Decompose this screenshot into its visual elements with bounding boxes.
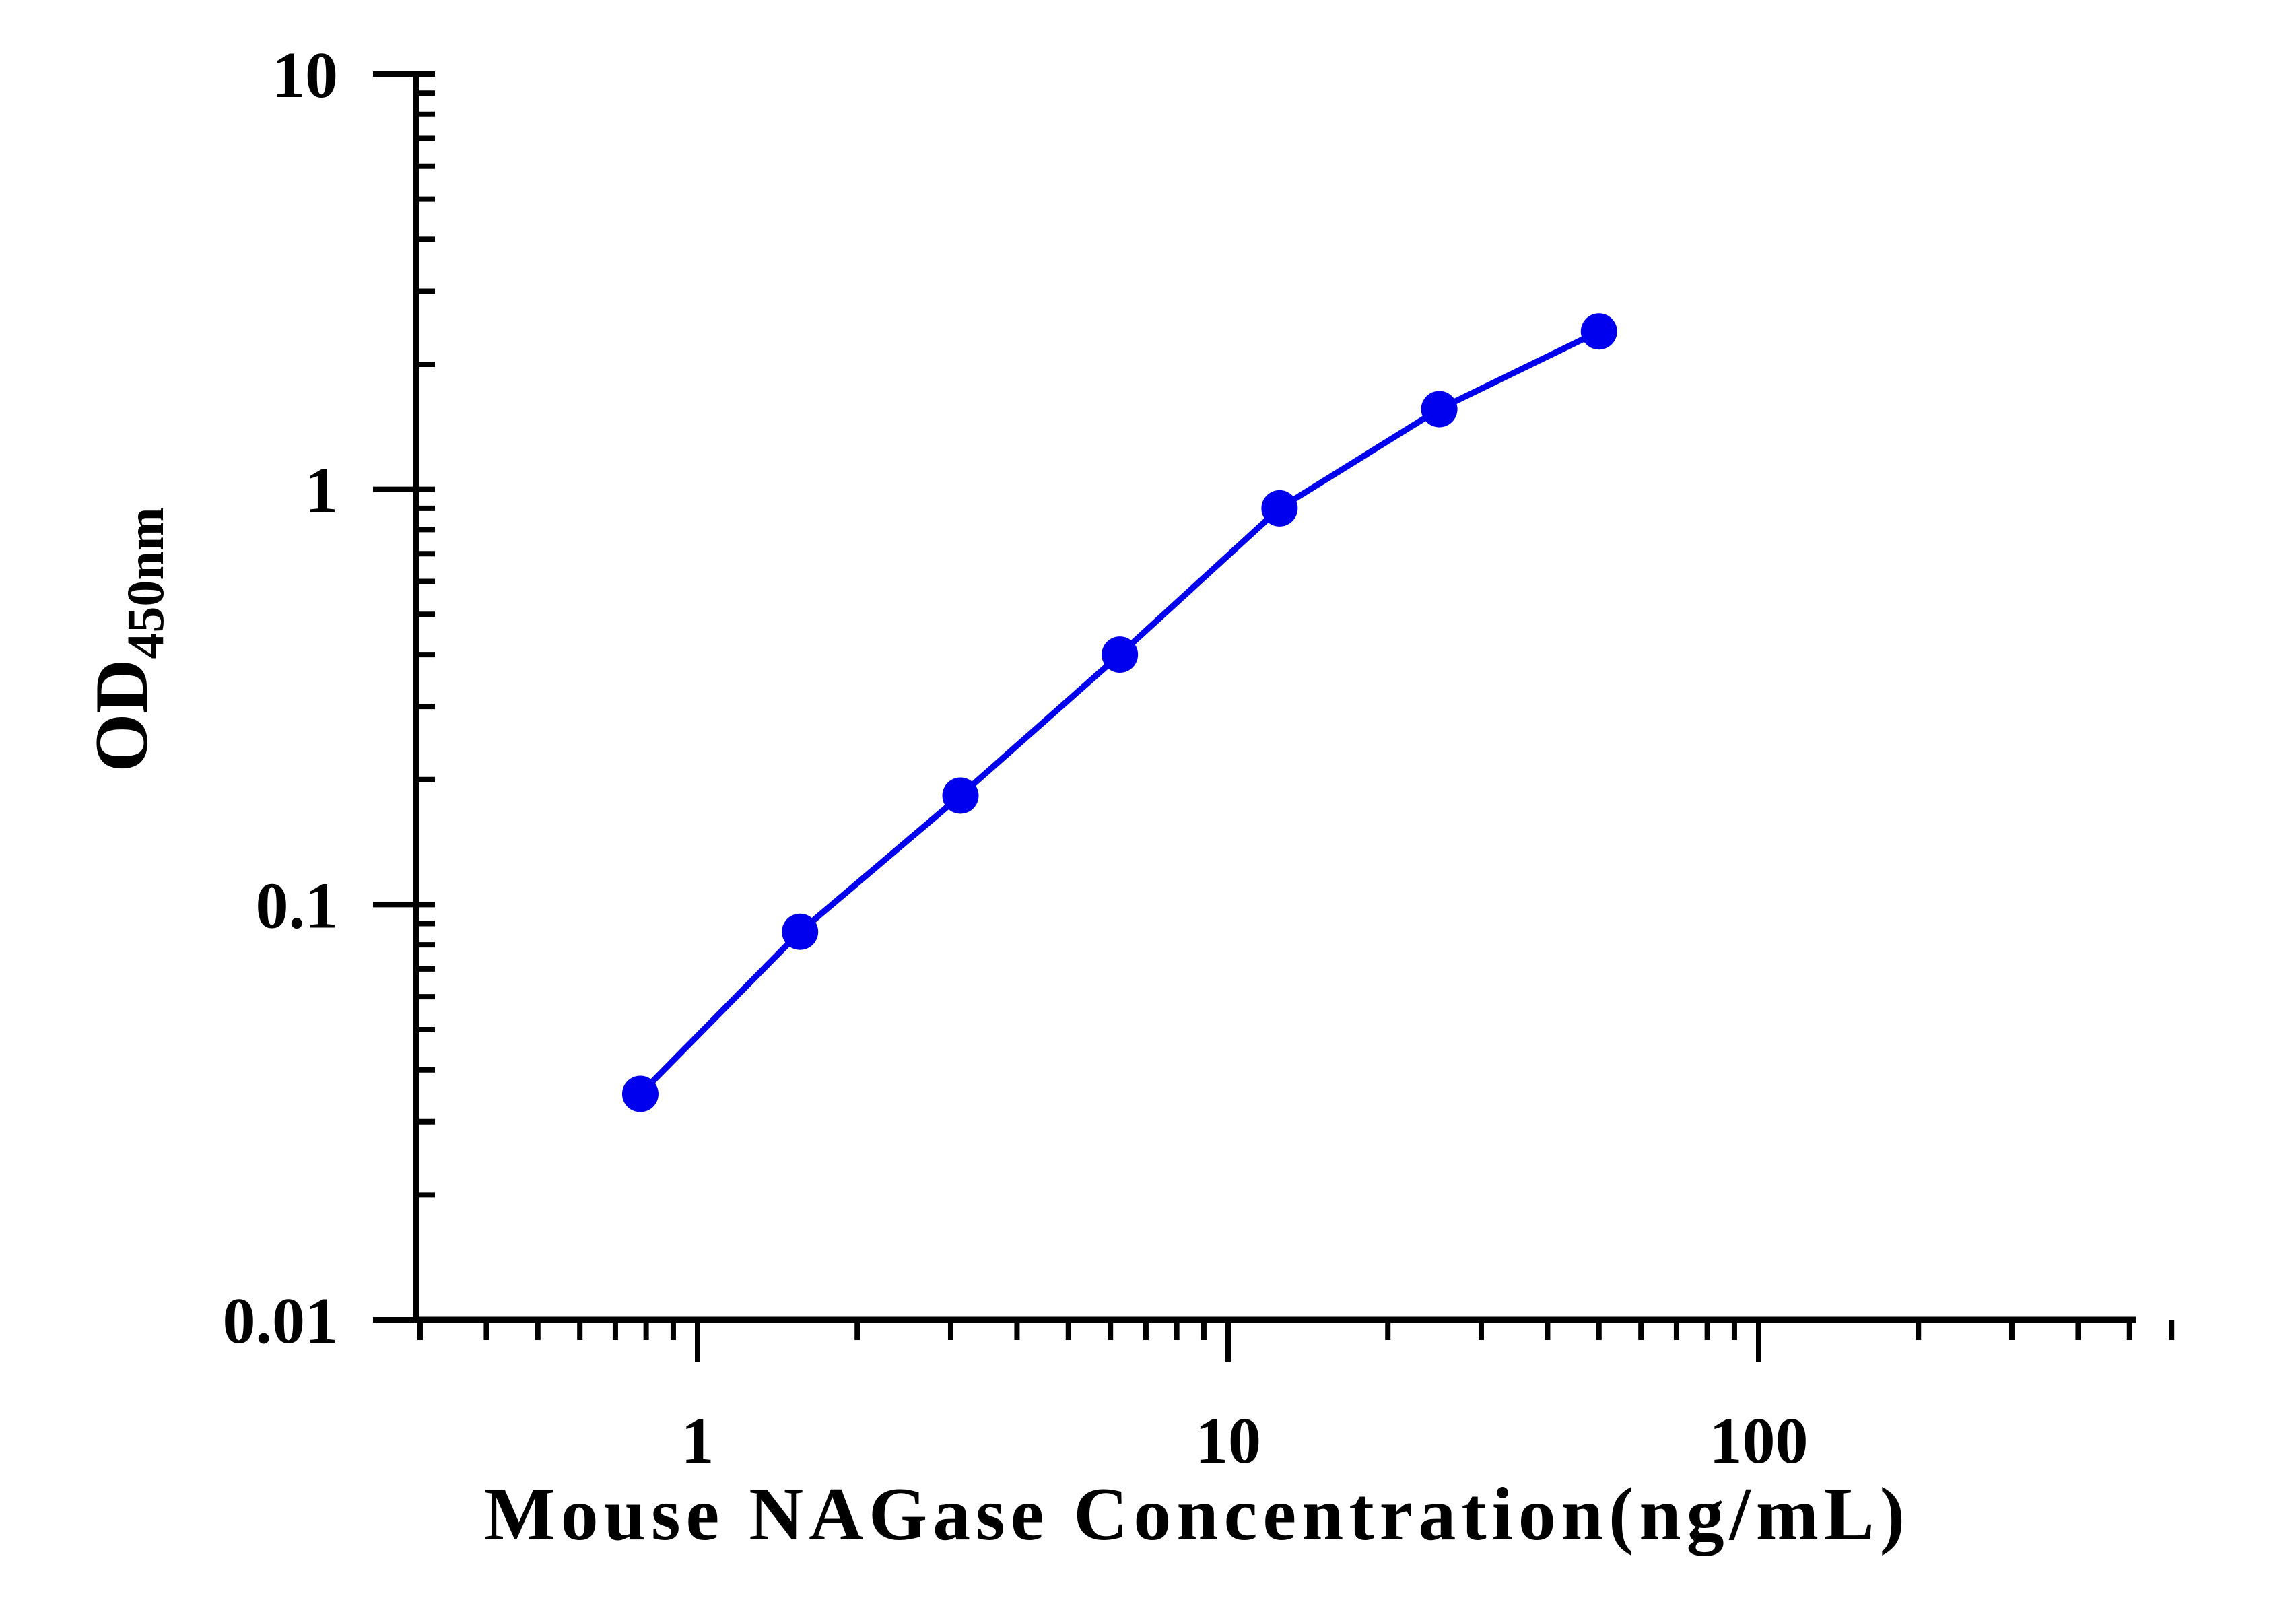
series-line — [638, 329, 1600, 1096]
y-tick-label: 0.01 — [223, 1285, 339, 1358]
y-axis-title-group: OD450nm — [80, 507, 174, 772]
data-point — [782, 913, 819, 950]
y-tick-labels: 10 1 0.1 0.01 — [223, 39, 339, 1358]
axes — [373, 71, 2175, 1362]
y-axis-title-subscript: 450nm — [116, 507, 174, 659]
y-tick-label: 0.1 — [256, 869, 339, 942]
y-axis-title: OD450nm — [80, 507, 174, 772]
y-axis-title-main: OD — [80, 659, 164, 772]
y-tick-label: 10 — [272, 39, 338, 112]
data-point — [1102, 636, 1139, 673]
x-tick-label: 1 — [681, 1405, 714, 1477]
x-tick-label: 100 — [1710, 1405, 1809, 1477]
data-point — [621, 1075, 659, 1112]
data-point — [1261, 490, 1298, 527]
data-point — [1421, 391, 1458, 428]
x-tick-labels: 1 10 100 — [681, 1405, 1809, 1477]
x-axis-title: Mouse NAGase Concentration(ng/mL) — [484, 1473, 1910, 1556]
y-ticks — [373, 71, 435, 1323]
x-tick-label: 10 — [1195, 1405, 1261, 1477]
y-tick-label: 1 — [305, 455, 338, 527]
data-point — [942, 777, 979, 814]
x-ticks — [417, 1320, 2175, 1362]
series-layer — [621, 313, 1617, 1112]
data-point — [1580, 313, 1617, 350]
